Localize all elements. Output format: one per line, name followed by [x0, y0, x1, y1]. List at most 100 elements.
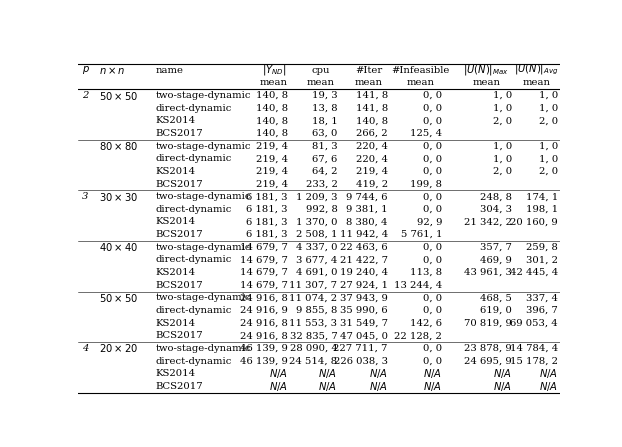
Text: 13 244, 4: 13 244, 4 [394, 281, 442, 290]
Text: 0, 0: 0, 0 [423, 293, 442, 302]
Text: 199, 8: 199, 8 [410, 180, 442, 189]
Text: $50\times50$: $50\times50$ [100, 89, 139, 101]
Text: $N/A$: $N/A$ [423, 380, 442, 393]
Text: 64, 2: 64, 2 [312, 167, 337, 176]
Text: 259, 8: 259, 8 [526, 243, 559, 252]
Text: 1, 0: 1, 0 [539, 104, 559, 113]
Text: 140, 8: 140, 8 [256, 104, 288, 113]
Text: 396, 7: 396, 7 [526, 306, 559, 315]
Text: 24 916, 9: 24 916, 9 [240, 306, 288, 315]
Text: 0, 0: 0, 0 [423, 192, 442, 201]
Text: 6 181, 3: 6 181, 3 [246, 205, 288, 214]
Text: $N/A$: $N/A$ [539, 380, 559, 393]
Text: 0, 0: 0, 0 [423, 205, 442, 214]
Text: 37 943, 9: 37 943, 9 [340, 293, 388, 302]
Text: $N/A$: $N/A$ [269, 367, 288, 380]
Text: 14 784, 4: 14 784, 4 [510, 344, 559, 353]
Text: direct-dynamic: direct-dynamic [156, 104, 231, 113]
Text: mean: mean [306, 78, 335, 88]
Text: 46 139, 9: 46 139, 9 [240, 344, 288, 353]
Text: 113, 8: 113, 8 [410, 268, 442, 277]
Text: 141, 8: 141, 8 [356, 104, 388, 113]
Text: 47 045, 0: 47 045, 0 [340, 331, 388, 340]
Text: 0, 0: 0, 0 [423, 91, 442, 100]
Text: 28 090, 4: 28 090, 4 [289, 344, 337, 353]
Text: 6 181, 3: 6 181, 3 [246, 230, 288, 239]
Text: two-stage-dynamic: two-stage-dynamic [156, 293, 251, 302]
Text: 419, 2: 419, 2 [356, 180, 388, 189]
Text: 14 679, 7: 14 679, 7 [240, 243, 288, 252]
Text: 301, 2: 301, 2 [526, 255, 559, 265]
Text: 174, 1: 174, 1 [526, 192, 559, 201]
Text: 24 695, 9: 24 695, 9 [464, 357, 512, 366]
Text: mean: mean [472, 78, 500, 88]
Text: cpu: cpu [311, 66, 330, 75]
Text: 27 924, 1: 27 924, 1 [340, 281, 388, 290]
Text: 0, 0: 0, 0 [423, 104, 442, 113]
Text: 266, 2: 266, 2 [356, 129, 388, 138]
Text: 23 878, 9: 23 878, 9 [464, 344, 512, 353]
Text: KS2014: KS2014 [156, 167, 195, 176]
Text: 469, 9: 469, 9 [480, 255, 512, 265]
Text: BCS2017: BCS2017 [156, 331, 203, 340]
Text: 468, 5: 468, 5 [480, 293, 512, 302]
Text: 69 053, 4: 69 053, 4 [511, 319, 559, 328]
Text: 1, 0: 1, 0 [539, 142, 559, 151]
Text: 11 942, 4: 11 942, 4 [340, 230, 388, 239]
Text: 140, 8: 140, 8 [256, 116, 288, 125]
Text: 11 553, 3: 11 553, 3 [289, 319, 337, 328]
Text: $30\times30$: $30\times30$ [100, 191, 139, 202]
Text: 992, 8: 992, 8 [305, 205, 337, 214]
Text: 142, 6: 142, 6 [410, 319, 442, 328]
Text: 19 240, 4: 19 240, 4 [340, 268, 388, 277]
Text: 31 549, 7: 31 549, 7 [340, 319, 388, 328]
Text: 14 679, 7: 14 679, 7 [240, 255, 288, 265]
Text: 2, 0: 2, 0 [493, 167, 512, 176]
Text: KS2014: KS2014 [156, 369, 195, 378]
Text: 0, 0: 0, 0 [423, 167, 442, 176]
Text: 63, 0: 63, 0 [312, 129, 337, 138]
Text: 8 380, 4: 8 380, 4 [346, 218, 388, 227]
Text: 1, 0: 1, 0 [493, 91, 512, 100]
Text: 219, 4: 219, 4 [256, 154, 288, 163]
Text: 140, 8: 140, 8 [256, 129, 288, 138]
Text: $|U(N)|_{Max}$: $|U(N)|_{Max}$ [463, 63, 509, 77]
Text: $50\times50$: $50\times50$ [100, 292, 139, 304]
Text: 0, 0: 0, 0 [423, 255, 442, 265]
Text: 9 744, 6: 9 744, 6 [346, 192, 388, 201]
Text: 67, 6: 67, 6 [312, 154, 337, 163]
Text: 14 679, 7: 14 679, 7 [240, 281, 288, 290]
Text: $|Y_{ND}|$: $|Y_{ND}|$ [262, 63, 286, 77]
Text: 9 855, 8: 9 855, 8 [296, 306, 337, 315]
Text: 1 370, 0: 1 370, 0 [296, 218, 337, 227]
Text: direct-dynamic: direct-dynamic [156, 154, 231, 163]
Text: 24 916, 8: 24 916, 8 [240, 319, 288, 328]
Text: name: name [156, 66, 183, 75]
Text: 11 074, 2: 11 074, 2 [289, 293, 337, 302]
Text: 81, 3: 81, 3 [312, 142, 337, 151]
Text: #Infeasible: #Infeasible [391, 66, 450, 75]
Text: 219, 4: 219, 4 [256, 142, 288, 151]
Text: 1, 0: 1, 0 [539, 154, 559, 163]
Text: 337, 4: 337, 4 [526, 293, 559, 302]
Text: 4 337, 0: 4 337, 0 [296, 243, 337, 252]
Text: 43 961, 3: 43 961, 3 [464, 268, 512, 277]
Text: 5 761, 1: 5 761, 1 [401, 230, 442, 239]
Text: 9 381, 1: 9 381, 1 [346, 205, 388, 214]
Text: 19, 3: 19, 3 [312, 91, 337, 100]
Text: 233, 2: 233, 2 [305, 180, 337, 189]
Text: 220, 4: 220, 4 [356, 142, 388, 151]
Text: 219, 4: 219, 4 [256, 167, 288, 176]
Text: $40\times40$: $40\times40$ [100, 241, 139, 253]
Text: 0, 0: 0, 0 [423, 243, 442, 252]
Text: 22 128, 2: 22 128, 2 [394, 331, 442, 340]
Text: 140, 8: 140, 8 [256, 91, 288, 100]
Text: two-stage-dynamic: two-stage-dynamic [156, 192, 251, 201]
Text: mean: mean [260, 78, 288, 88]
Text: 35 990, 6: 35 990, 6 [340, 306, 388, 315]
Text: $80\times80$: $80\times80$ [100, 140, 139, 152]
Text: 219, 4: 219, 4 [256, 180, 288, 189]
Text: BCS2017: BCS2017 [156, 180, 203, 189]
Text: 32 835, 7: 32 835, 7 [290, 331, 337, 340]
Text: KS2014: KS2014 [156, 319, 195, 328]
